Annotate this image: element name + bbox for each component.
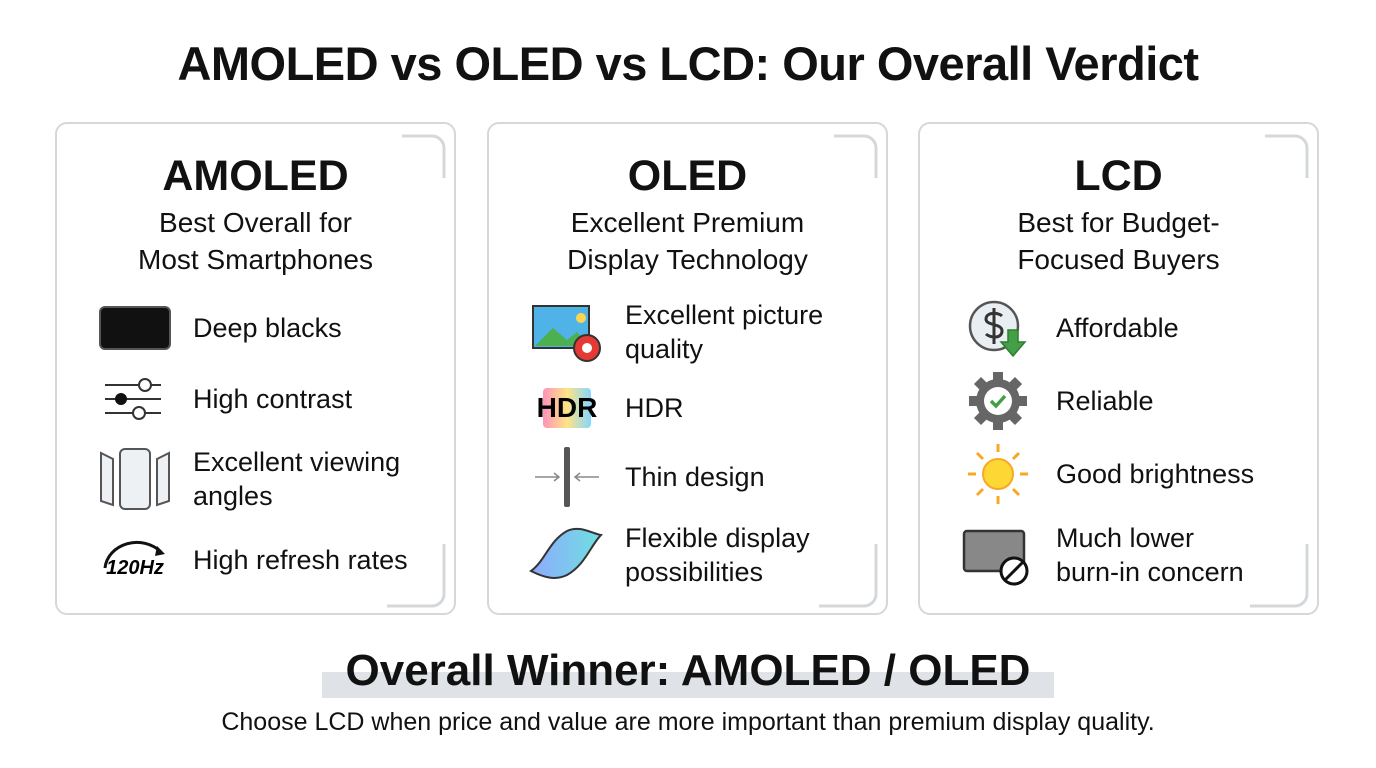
feature-label: Deep blacks (193, 313, 342, 343)
feature-label: Reliable (1056, 386, 1154, 416)
contrast-icon (105, 378, 161, 420)
subtitle-line: Best Overall for (159, 207, 352, 238)
feature-label: possibilities (625, 557, 764, 587)
card-title: AMOLED (162, 152, 349, 200)
card-title: OLED (627, 152, 748, 200)
feature-label: Affordable (1056, 313, 1179, 343)
corner-decoration (819, 134, 878, 608)
screen-icon (99, 306, 171, 350)
feature-label: Excellent picture (625, 300, 824, 330)
feature-label: High contrast (193, 384, 353, 414)
corner-decoration (1250, 134, 1309, 608)
icon-text: 120Hz (106, 557, 164, 579)
card-title: LCD (1074, 152, 1163, 200)
subtitle-line: Display Technology (567, 244, 808, 275)
page-title: AMOLED vs OLED vs LCD: Our Overall Verdi… (177, 37, 1199, 90)
reliable-icon (969, 372, 1027, 430)
viewing-angle-icon (100, 448, 170, 510)
card-subtitle: Best for Budget- Focused Buyers (920, 204, 1317, 278)
refresh-icon: 120Hz (103, 540, 165, 579)
subtitle-line: Focused Buyers (1017, 244, 1220, 275)
card: OLED Excellent Premium Display Technology… (487, 122, 888, 615)
feature-label: Much lower (1056, 523, 1195, 553)
burn-in-icon (962, 529, 1029, 586)
corner-decoration (387, 134, 446, 608)
thin-icon (535, 447, 599, 507)
card-subtitle: Best Overall for Most Smartphones (57, 204, 454, 278)
feature-label: HDR (625, 393, 684, 423)
winner-text: Overall Winner: AMOLED / OLED (345, 646, 1031, 695)
hdr-icon: HDR (537, 388, 598, 428)
icon-text: HDR (537, 392, 598, 423)
feature-label: Good brightness (1056, 459, 1255, 489)
flexible-icon (529, 527, 604, 579)
feature-label: Excellent viewing (193, 447, 401, 477)
picture-icon (532, 305, 601, 362)
card-subtitle: Excellent Premium Display Technology (489, 204, 886, 278)
subtitle-line: Most Smartphones (138, 244, 373, 275)
subtitle-line: Best for Budget- (1017, 207, 1220, 238)
subtitle-line: Excellent Premium (570, 207, 805, 238)
feature-label: Thin design (625, 462, 765, 492)
affordable-icon (968, 300, 1027, 358)
card: AMOLED Best Overall for Most Smartphones … (55, 122, 456, 615)
feature-label: burn-in concern (1056, 557, 1244, 587)
card: LCD Best for Budget- Focused Buyers Affor… (918, 122, 1319, 615)
feature-label: angles (193, 481, 273, 511)
feature-label: High refresh rates (193, 545, 408, 575)
footer-note: Choose LCD when price and value are more… (221, 708, 1155, 736)
feature-label: quality (625, 334, 704, 364)
highlight-bar (322, 672, 1054, 698)
feature-label: Flexible display (625, 523, 810, 553)
brightness-icon (968, 444, 1028, 504)
